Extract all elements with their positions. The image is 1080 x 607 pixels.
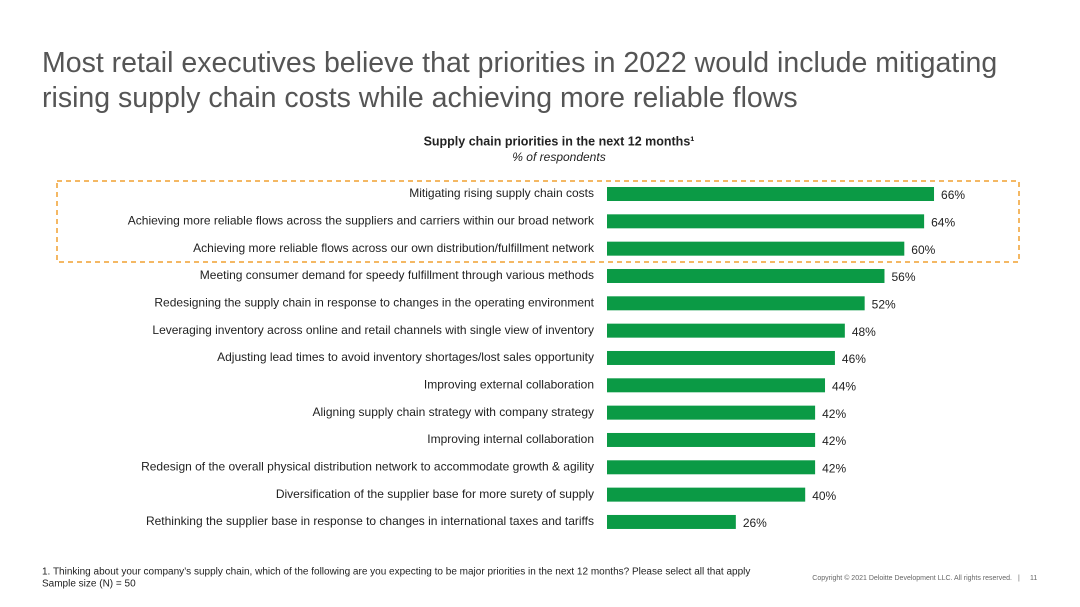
category-label: Leveraging inventory across online and r… xyxy=(152,323,594,337)
bar xyxy=(607,432,816,447)
bar xyxy=(607,268,885,283)
value-label: 42% xyxy=(822,407,846,421)
category-label: Improving external collaboration xyxy=(424,377,594,391)
value-label: 56% xyxy=(891,270,915,284)
sample-size: Sample size (N) = 50 xyxy=(42,579,136,590)
category-label: Meeting consumer demand for speedy fulfi… xyxy=(200,268,594,282)
category-label: Rethinking the supplier base in response… xyxy=(146,514,594,528)
separator: | xyxy=(1018,575,1020,582)
bar xyxy=(607,378,826,393)
bar xyxy=(607,350,835,365)
bar xyxy=(607,296,865,311)
category-label: Mitigating rising supply chain costs xyxy=(409,186,594,200)
value-label: 48% xyxy=(852,325,876,339)
category-label: Aligning supply chain strategy with comp… xyxy=(313,405,594,419)
category-label: Redesigning the supply chain in response… xyxy=(154,295,594,309)
category-label: Achieving more reliable flows across our… xyxy=(193,241,595,255)
value-label: 52% xyxy=(872,297,896,311)
chart-title: Supply chain priorities in the next 12 m… xyxy=(424,134,695,148)
chart-subtitle: % of respondents xyxy=(512,150,605,164)
bar xyxy=(607,241,905,256)
category-label: Diversification of the supplier base for… xyxy=(276,487,594,501)
category-label: Redesign of the overall physical distrib… xyxy=(141,459,594,473)
footnote: 1. Thinking about your company’s supply … xyxy=(42,567,750,578)
bar xyxy=(607,514,736,529)
category-label: Achieving more reliable flows across the… xyxy=(128,214,595,228)
value-label: 44% xyxy=(832,379,856,393)
value-label: 40% xyxy=(812,489,836,503)
value-label: 64% xyxy=(931,216,955,230)
bar xyxy=(607,214,925,229)
bar xyxy=(607,460,816,475)
value-label: 42% xyxy=(822,434,846,448)
value-label: 66% xyxy=(941,188,965,202)
slide-title: Most retail executives believe that prio… xyxy=(42,47,998,114)
bar xyxy=(607,187,935,201)
value-label: 26% xyxy=(743,516,767,530)
copyright: Copyright © 2021 Deloitte Development LL… xyxy=(812,574,1012,582)
value-label: 46% xyxy=(842,352,866,366)
bar xyxy=(607,405,816,420)
category-label: Improving internal collaboration xyxy=(427,432,594,446)
bar xyxy=(607,323,845,338)
value-label: 42% xyxy=(822,461,846,475)
highlight-box xyxy=(56,180,1020,263)
value-label: 60% xyxy=(911,243,935,257)
category-label: Adjusting lead times to avoid inventory … xyxy=(217,350,594,364)
bar xyxy=(607,487,806,502)
page-number: 11 xyxy=(1030,575,1037,582)
